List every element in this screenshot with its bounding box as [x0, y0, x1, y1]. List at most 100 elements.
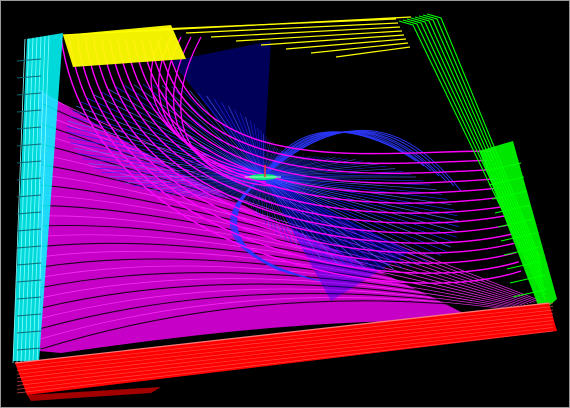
green-face-line — [422, 14, 542, 266]
blue-field-line — [262, 133, 265, 178]
magenta-inner-arc — [172, 36, 267, 183]
magenta-stack-line — [40, 205, 524, 306]
blue-field-line — [262, 176, 459, 222]
blue-curved-line — [262, 131, 440, 178]
blue-field-line — [72, 110, 264, 178]
magenta-inner-arc — [180, 36, 272, 187]
green-fringe-tick — [497, 218, 534, 228]
blue-field-line — [161, 85, 264, 178]
magenta-stack-line — [40, 283, 508, 309]
yellow-top-edge — [62, 16, 412, 36]
blue-field-line — [262, 176, 404, 269]
magenta-stack-line — [40, 272, 511, 308]
cyan-left-face — [12, 33, 63, 364]
red-face-line — [16, 306, 554, 368]
cyan-face-tick — [16, 330, 42, 334]
blue-field-line — [262, 176, 443, 195]
blue-field-line — [77, 153, 264, 178]
magenta-stack-line — [40, 258, 514, 307]
cyan-face-tick — [16, 211, 42, 215]
magenta-field-arc — [68, 37, 519, 274]
magenta-field-arc — [157, 40, 494, 165]
magenta-stack-line — [40, 297, 503, 340]
red-face-line — [16, 327, 554, 390]
magenta-fan-fill — [39, 89, 542, 353]
yellow-fringe-line — [260, 34, 405, 46]
cyan-face-tick — [16, 228, 42, 232]
red-face-line — [16, 320, 554, 383]
blue-field-line — [124, 176, 264, 184]
magenta-stack-line — [40, 184, 527, 305]
green-fringe-tick — [485, 162, 522, 172]
yellow-fringe-line — [285, 38, 407, 50]
cyan-face-line — [28, 36, 42, 364]
blue-field-line — [178, 176, 264, 196]
magenta-field-arc — [108, 38, 508, 224]
blue-field-line — [262, 168, 396, 178]
blue-field-line — [257, 127, 264, 178]
red-front-face — [14, 302, 557, 401]
blue-field-line — [262, 176, 420, 266]
yellow-fringe-line — [210, 26, 401, 38]
red-face-line — [16, 309, 554, 371]
blue-field-line — [259, 176, 264, 219]
yellow-fringe-line — [185, 22, 399, 34]
yellow-wedge — [63, 25, 186, 67]
cyan-face-tick — [16, 313, 42, 317]
blue-field-line — [262, 165, 388, 178]
magenta-stack-line — [40, 265, 513, 308]
blue-field-line — [171, 176, 264, 196]
green-fringe-tick — [491, 190, 528, 200]
red-face-line — [16, 330, 554, 394]
cyan-face-line — [12, 38, 26, 364]
cyan-face-fill — [13, 33, 63, 361]
green-fringe-tick — [512, 288, 549, 298]
cyan-face-tick — [16, 245, 42, 249]
yellow-top-fringe — [62, 16, 412, 67]
red-face-line — [16, 313, 554, 375]
cyan-face-tick — [16, 279, 42, 283]
blue-field-line — [164, 176, 264, 194]
red-face-line — [16, 323, 554, 386]
blue-field-line — [262, 176, 385, 270]
magenta-field-arc — [60, 36, 522, 284]
magenta-field-arc — [141, 39, 498, 184]
magenta-field-arc — [165, 40, 492, 155]
green-fringe-tick — [488, 176, 525, 186]
cyan-face-line — [20, 37, 34, 364]
red-face-line — [16, 316, 554, 379]
blue-field-line — [140, 176, 264, 189]
magenta-stack-line — [40, 300, 502, 350]
cyan-face-tick — [16, 58, 42, 62]
red-base-shadow — [27, 387, 161, 401]
cyan-face-line — [32, 35, 46, 364]
yellow-fringe-line — [235, 30, 403, 42]
magenta-field-arc — [92, 38, 512, 244]
blue-field-line — [249, 120, 264, 178]
magenta-stack-line — [40, 288, 506, 319]
blue-field-line — [262, 176, 448, 200]
cyan-face-tick — [16, 296, 42, 300]
cyan-face-tick — [16, 347, 42, 351]
blue-field-line — [262, 176, 424, 182]
cyan-face-line — [24, 37, 38, 364]
blue-field-line — [262, 176, 458, 238]
blue-field-line — [262, 176, 437, 190]
blue-field-line — [108, 175, 264, 178]
cyan-face-tick — [16, 75, 42, 79]
green-fringe-tick — [494, 204, 531, 214]
blue-field-line — [262, 176, 307, 253]
green-face-line — [406, 18, 545, 290]
green-right-face — [398, 13, 557, 313]
magenta-inner-arc — [158, 36, 257, 176]
magenta-stack-line — [40, 251, 516, 307]
yellow-fringe-line — [310, 42, 409, 54]
blue-field-line — [221, 102, 264, 178]
green-face-line — [402, 19, 546, 296]
magenta-field-arc — [124, 39, 503, 204]
green-fringe-tick — [503, 246, 540, 256]
yellow-fringe-line — [335, 46, 411, 58]
magenta-stack-line — [40, 123, 537, 303]
